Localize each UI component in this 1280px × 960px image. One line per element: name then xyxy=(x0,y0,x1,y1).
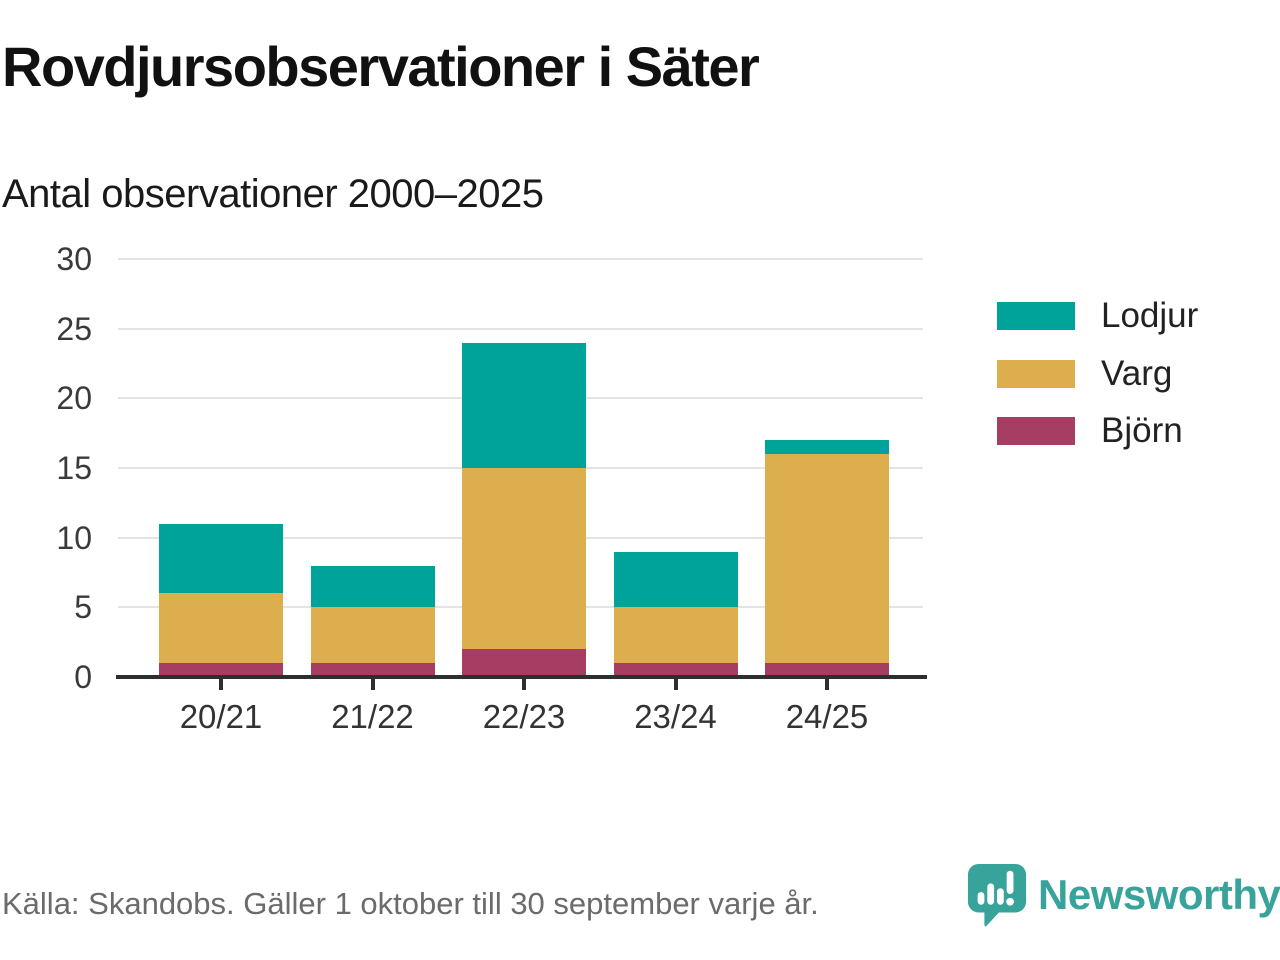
bar-24-25 xyxy=(765,440,889,677)
y-tick-label: 30 xyxy=(56,241,92,277)
bar-segment-lodjur-23-24 xyxy=(613,551,738,608)
bar-segment-björn-20-21 xyxy=(159,663,283,677)
legend-label-björn: Björn xyxy=(1101,411,1183,450)
legend-item-varg: Varg xyxy=(997,354,1172,394)
brand: Newsworthy xyxy=(966,862,1280,928)
x-tick xyxy=(522,679,526,690)
x-axis-line xyxy=(116,675,927,679)
y-tick-label: 25 xyxy=(56,310,92,347)
bar-segment-varg-22-23 xyxy=(462,467,586,650)
bar-segment-varg-24-25 xyxy=(765,454,889,664)
gridline-25 xyxy=(118,327,923,330)
y-tick-label: 10 xyxy=(56,519,92,556)
bar-segment-björn-23-24 xyxy=(613,663,738,677)
legend-swatch-björn xyxy=(997,417,1075,445)
x-tick xyxy=(825,679,829,690)
bar-23-24 xyxy=(613,551,738,677)
legend-swatch-lodjur xyxy=(997,302,1075,330)
bar-segment-varg-21-22 xyxy=(310,607,435,664)
bar-segment-björn-24-25 xyxy=(765,663,889,677)
bar-21-22 xyxy=(310,565,435,677)
bar-segment-lodjur-20-21 xyxy=(159,523,283,594)
bar-segment-lodjur-24-25 xyxy=(765,440,889,455)
y-tick-label: 20 xyxy=(56,380,92,417)
bar-segment-björn-22-23 xyxy=(462,649,586,677)
x-tick-label: 23/24 xyxy=(634,698,717,735)
x-tick xyxy=(219,679,223,690)
x-tick-label: 20/21 xyxy=(179,698,263,735)
newsworthy-logo-icon xyxy=(967,864,1027,927)
chart-title: Rovdjursobservationer i Säter xyxy=(2,35,760,98)
source-note: Källa: Skandobs. Gäller 1 oktober till 3… xyxy=(2,886,819,921)
legend-item-lodjur: Lodjur xyxy=(997,296,1198,336)
x-tick-label: 22/23 xyxy=(482,698,566,735)
gridline-30 xyxy=(118,258,923,260)
brand-name: Newsworthy xyxy=(1038,871,1280,918)
legend-item-björn: Björn xyxy=(997,411,1183,451)
bar-20-21 xyxy=(159,523,283,677)
legend-swatch-varg xyxy=(997,359,1075,388)
bar-segment-lodjur-22-23 xyxy=(462,342,586,468)
y-tick-label: 0 xyxy=(74,659,92,695)
y-tick-label: 5 xyxy=(74,589,92,626)
bar-segment-björn-21-22 xyxy=(310,663,435,677)
legend-label-varg: Varg xyxy=(1101,353,1173,393)
chart-subtitle: Antal observationer 2000–2025 xyxy=(2,172,544,216)
x-tick xyxy=(370,679,375,690)
legend-label-lodjur: Lodjur xyxy=(1101,296,1199,335)
bar-segment-varg-23-24 xyxy=(613,607,738,664)
bar-segment-lodjur-21-22 xyxy=(310,565,435,608)
x-tick xyxy=(673,679,678,690)
bar-segment-varg-20-21 xyxy=(159,593,283,664)
y-tick-label: 15 xyxy=(56,450,92,486)
x-tick-label: 24/25 xyxy=(785,698,869,735)
bar-22-23 xyxy=(462,342,586,677)
x-tick-label: 21/22 xyxy=(331,698,414,735)
